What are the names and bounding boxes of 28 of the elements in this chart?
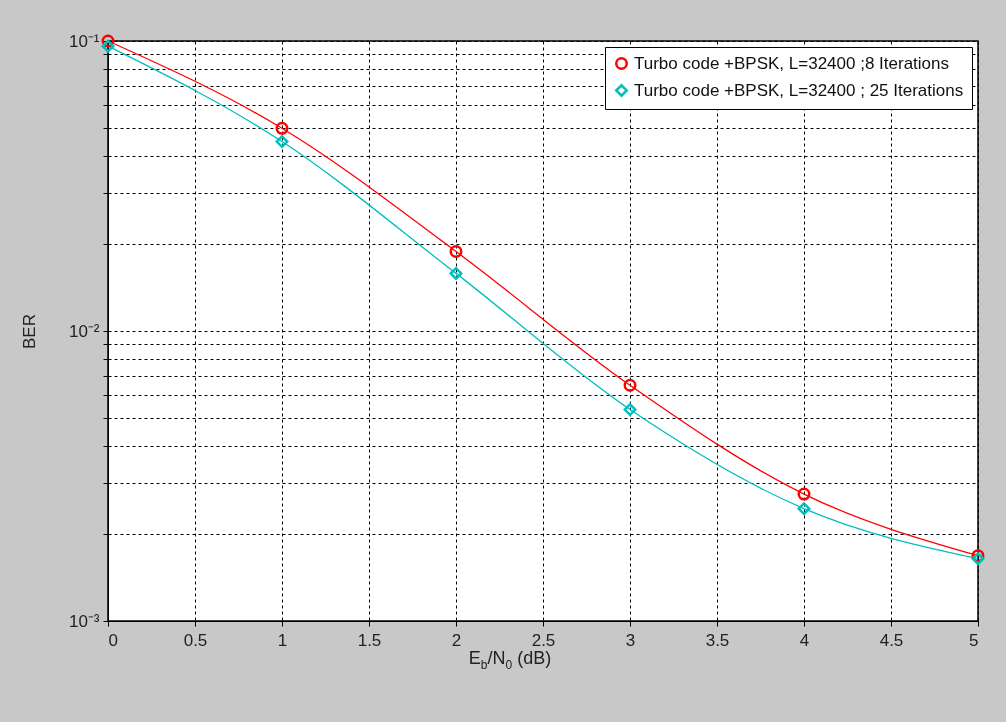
point <box>623 403 637 417</box>
x-tick-label: 5 <box>969 630 979 650</box>
legend-label: Turbo code +BPSK, L=32400 ;8 Iterations <box>634 53 950 73</box>
x-tick-label: 2 <box>451 630 462 650</box>
point <box>101 39 115 53</box>
point <box>797 502 811 516</box>
y-tick-label: 10⁻¹ <box>68 31 100 51</box>
y-tick-label: 10⁻³ <box>68 611 100 631</box>
point <box>275 121 289 135</box>
point <box>101 34 115 48</box>
point <box>449 266 463 280</box>
point <box>275 135 289 149</box>
x-tick-label: 0 <box>108 630 118 650</box>
point <box>449 245 463 258</box>
y-axis-title: BER <box>19 314 39 349</box>
x-axis-title: E$_{b}$/N$_{0}$ (dB) <box>467 648 553 672</box>
x-tick-label: 4 <box>799 630 810 650</box>
legend-label: Turbo code +BPSK, L=32400 ; 25 Iterations <box>634 80 964 100</box>
x-tick-label: 1.5 <box>357 630 382 650</box>
x-tick-label: 1 <box>277 630 288 650</box>
x-tick-label: 4.5 <box>879 630 904 650</box>
x-tick-label: 3.5 <box>705 630 730 650</box>
x-tick-label: 2.5 <box>531 630 556 650</box>
point <box>797 487 811 501</box>
x-tick-label: 0.5 <box>183 630 208 650</box>
point <box>623 378 637 392</box>
y-tick-label: 10⁻² <box>68 321 100 341</box>
x-tick-label: 3 <box>625 630 636 650</box>
